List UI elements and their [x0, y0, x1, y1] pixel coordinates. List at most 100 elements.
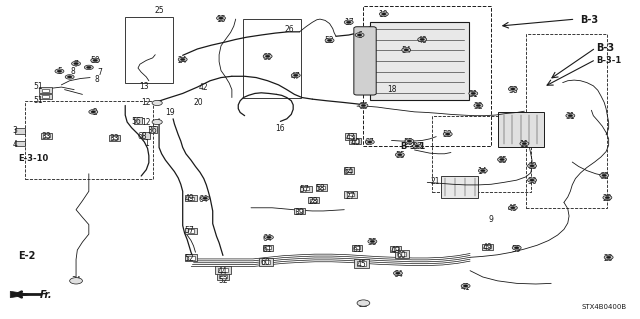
Bar: [310, 198, 317, 202]
Text: 3: 3: [12, 126, 17, 135]
Circle shape: [267, 236, 271, 238]
Circle shape: [381, 13, 386, 15]
Circle shape: [86, 66, 91, 69]
Bar: [42, 95, 49, 98]
Bar: [308, 197, 319, 203]
Text: 64: 64: [199, 195, 209, 204]
Bar: [364, 6, 491, 146]
Bar: [303, 187, 309, 190]
Circle shape: [65, 75, 74, 79]
Circle shape: [605, 197, 610, 199]
Circle shape: [355, 33, 364, 37]
Text: B-3-1: B-3-1: [596, 56, 621, 65]
Text: 10: 10: [378, 11, 387, 19]
Circle shape: [152, 100, 163, 106]
Circle shape: [89, 110, 98, 114]
Circle shape: [200, 196, 209, 200]
Text: 33: 33: [109, 134, 119, 143]
Circle shape: [415, 145, 419, 147]
Text: 69: 69: [263, 53, 273, 62]
Bar: [44, 134, 50, 137]
Circle shape: [468, 91, 477, 96]
Circle shape: [291, 73, 300, 78]
Circle shape: [444, 132, 452, 136]
Circle shape: [396, 152, 404, 157]
Bar: [243, 19, 301, 98]
Bar: [219, 275, 227, 278]
Text: 11: 11: [520, 140, 529, 149]
Text: 26: 26: [285, 26, 294, 34]
Circle shape: [361, 104, 365, 107]
Circle shape: [394, 271, 403, 275]
Text: 7: 7: [74, 60, 79, 69]
Text: 57: 57: [299, 185, 309, 194]
Text: 51: 51: [33, 96, 42, 105]
Bar: [395, 250, 409, 258]
Circle shape: [327, 39, 332, 41]
Polygon shape: [10, 291, 31, 298]
Bar: [352, 245, 362, 251]
Bar: [39, 94, 52, 100]
Circle shape: [357, 300, 370, 306]
Text: 15: 15: [216, 15, 226, 24]
Text: 59: 59: [512, 245, 522, 254]
Circle shape: [344, 20, 353, 25]
Text: B-3: B-3: [580, 15, 598, 26]
Bar: [216, 273, 229, 280]
Text: 46: 46: [508, 204, 518, 213]
Circle shape: [520, 141, 529, 146]
Text: 23: 23: [604, 254, 614, 263]
Text: 6: 6: [357, 31, 362, 40]
Text: STX4B0400B: STX4B0400B: [581, 304, 627, 310]
Circle shape: [67, 76, 72, 78]
Text: 29: 29: [603, 194, 612, 203]
Text: E-3-10: E-3-10: [19, 154, 49, 163]
Circle shape: [497, 157, 506, 162]
Circle shape: [152, 120, 163, 124]
Circle shape: [508, 205, 517, 210]
Text: 40: 40: [350, 137, 360, 146]
Circle shape: [72, 61, 81, 66]
Circle shape: [396, 272, 400, 274]
Bar: [188, 229, 195, 233]
Circle shape: [264, 235, 273, 240]
Bar: [218, 268, 228, 272]
Circle shape: [471, 92, 476, 94]
Text: 64: 64: [393, 270, 403, 279]
Bar: [143, 132, 150, 139]
Bar: [149, 126, 157, 132]
Text: 51: 51: [33, 82, 42, 91]
Circle shape: [178, 57, 187, 62]
Text: 25: 25: [154, 6, 164, 15]
Bar: [41, 132, 52, 139]
Circle shape: [602, 174, 607, 176]
Bar: [525, 34, 607, 208]
Circle shape: [368, 239, 377, 244]
Circle shape: [365, 140, 374, 144]
Circle shape: [511, 88, 515, 90]
Circle shape: [500, 159, 504, 160]
Circle shape: [463, 285, 468, 287]
Circle shape: [357, 34, 362, 36]
Bar: [187, 256, 195, 260]
Circle shape: [93, 59, 97, 62]
Bar: [318, 186, 324, 189]
Circle shape: [216, 16, 225, 20]
Text: 7: 7: [97, 68, 102, 77]
Bar: [392, 248, 399, 251]
Text: Fr.: Fr.: [40, 290, 53, 300]
Circle shape: [508, 87, 517, 91]
Bar: [357, 262, 366, 266]
Circle shape: [481, 169, 485, 172]
Circle shape: [511, 207, 515, 209]
Circle shape: [445, 133, 450, 135]
Text: 36: 36: [148, 126, 157, 135]
Circle shape: [566, 114, 575, 118]
Bar: [348, 135, 354, 138]
Bar: [42, 89, 49, 92]
Circle shape: [568, 115, 573, 117]
Text: 34: 34: [71, 276, 81, 285]
Text: 20: 20: [194, 99, 204, 108]
Text: 45: 45: [356, 260, 366, 270]
Circle shape: [55, 69, 64, 73]
